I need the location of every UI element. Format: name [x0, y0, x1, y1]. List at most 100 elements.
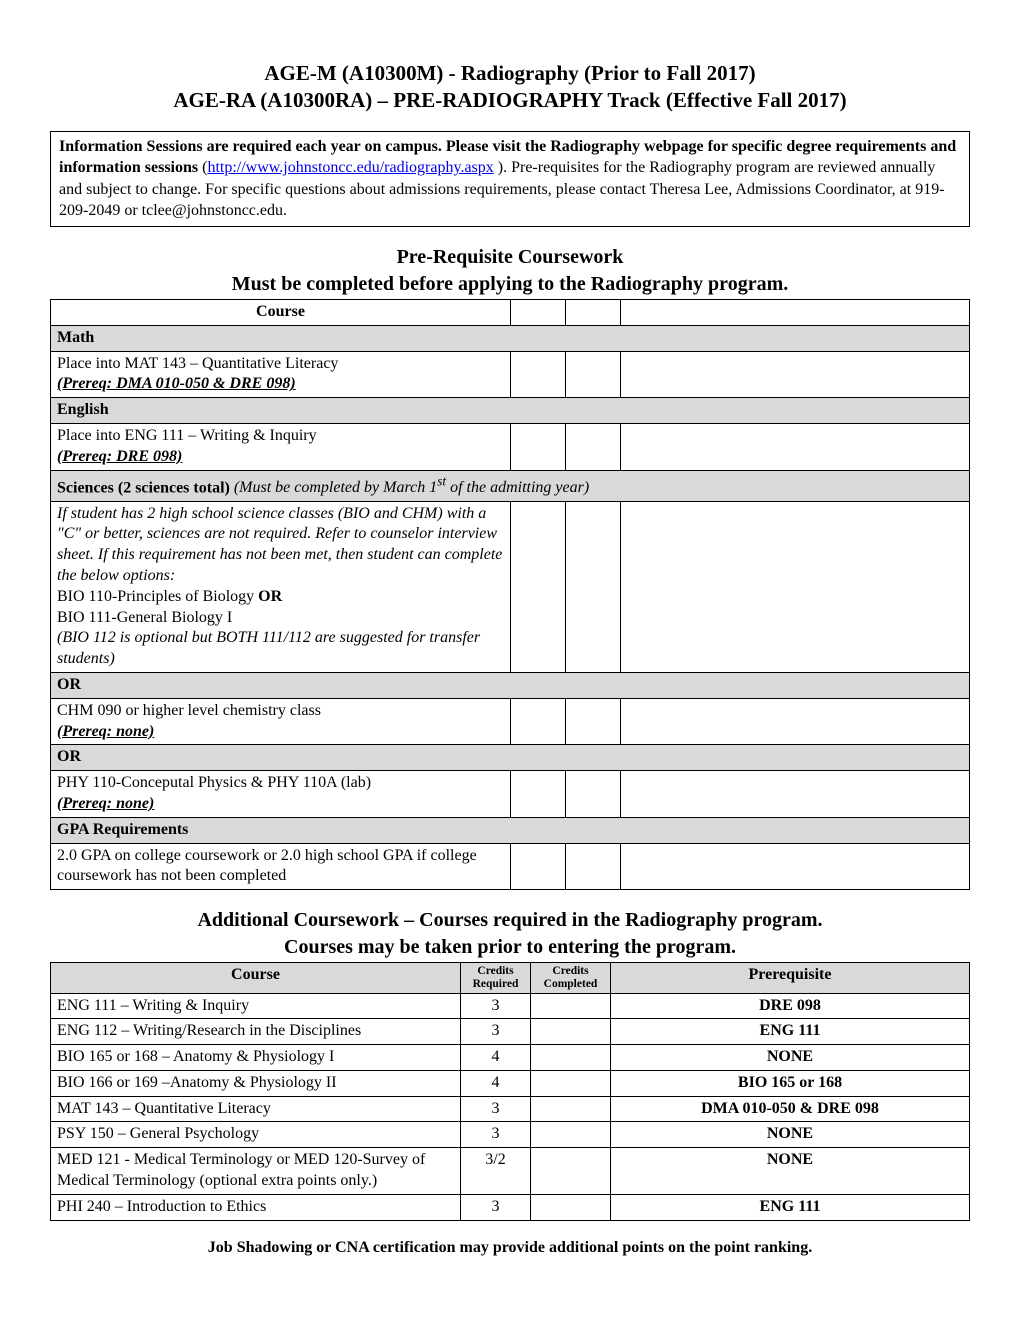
sciences-section-row: Sciences (2 sciences total) (Must be com… — [51, 470, 970, 501]
credits-required-cell: 4 — [461, 1070, 531, 1096]
additional-header-row: Course Credits Required Credits Complete… — [51, 963, 970, 993]
additional-heading-2: Courses may be taken prior to entering t… — [50, 935, 970, 960]
empty-cell — [511, 771, 566, 818]
phy-row: PHY 110-Conceputal Physics & PHY 110A (l… — [51, 771, 970, 818]
english-row: Place into ENG 111 – Writing & Inquiry (… — [51, 423, 970, 470]
header-empty-1 — [511, 299, 566, 325]
or-row-1: OR — [51, 673, 970, 699]
chm-cell: CHM 090 or higher level chemistry class … — [51, 698, 511, 745]
credits-required-cell: 3 — [461, 1194, 531, 1220]
h-credits-req: Credits Required — [461, 963, 531, 993]
empty-cell — [621, 351, 970, 398]
credits-required-cell: 3 — [461, 993, 531, 1019]
course-cell: ENG 111 – Writing & Inquiry — [51, 993, 461, 1019]
course-cell: MAT 143 – Quantitative Literacy — [51, 1096, 461, 1122]
empty-cell — [621, 501, 970, 672]
h-prereq: Prerequisite — [611, 963, 970, 993]
table-header-row: Course — [51, 299, 970, 325]
empty-cell — [511, 698, 566, 745]
prerequisite-cell: NONE — [611, 1045, 970, 1071]
gpa-cell: 2.0 GPA on college coursework or 2.0 hig… — [51, 843, 511, 890]
empty-cell — [511, 843, 566, 890]
course-cell: ENG 112 – Writing/Research in the Discip… — [51, 1019, 461, 1045]
title-block: AGE-M (A10300M) - Radiography (Prior to … — [50, 60, 970, 115]
phy-text: PHY 110-Conceputal Physics & PHY 110A (l… — [57, 774, 371, 791]
english-text: Place into ENG 111 – Writing & Inquiry — [57, 427, 317, 444]
table-row: MAT 143 – Quantitative Literacy3 DMA 010-… — [51, 1096, 970, 1122]
info-box: Information Sessions are required each y… — [50, 131, 970, 227]
sciences-label: Sciences (2 sciences total) — [57, 479, 230, 496]
sci-or-inline: OR — [258, 588, 282, 605]
credits-required-cell: 4 — [461, 1045, 531, 1071]
empty-cell — [621, 843, 970, 890]
empty-cell — [566, 423, 621, 470]
credits-required-cell: 3 — [461, 1122, 531, 1148]
prerequisite-cell: DMA 010-050 & DRE 098 — [611, 1096, 970, 1122]
prereq-heading-2: Must be completed before applying to the… — [50, 272, 970, 297]
credits-completed-cell — [531, 1148, 611, 1195]
sci-bio-note: (BIO 112 is optional but BOTH 111/112 ar… — [57, 629, 480, 667]
course-cell: PHI 240 – Introduction to Ethics — [51, 1194, 461, 1220]
header-empty-3 — [621, 299, 970, 325]
empty-cell — [566, 501, 621, 672]
prereq-table: Course Math Place into MAT 143 – Quantit… — [50, 299, 970, 890]
credits-required-cell: 3/2 — [461, 1148, 531, 1195]
title-line-2: AGE-RA (A10300RA) – PRE-RADIOGRAPHY Trac… — [50, 87, 970, 114]
empty-cell — [621, 771, 970, 818]
sci-bio110: BIO 110-Principles of Biology — [57, 588, 258, 605]
english-label: English — [51, 398, 970, 424]
credits-completed-cell — [531, 1122, 611, 1148]
header-course: Course — [51, 299, 511, 325]
math-section-row: Math — [51, 325, 970, 351]
h-course: Course — [51, 963, 461, 993]
english-prereq: (Prereq: DRE 098) — [57, 448, 182, 465]
or-row-2: OR — [51, 745, 970, 771]
empty-cell — [621, 698, 970, 745]
credits-completed-cell — [531, 993, 611, 1019]
gpa-label: GPA Requirements — [51, 817, 970, 843]
or-label-2: OR — [51, 745, 970, 771]
table-row: BIO 166 or 169 –Anatomy & Physiology II4… — [51, 1070, 970, 1096]
or-label-1: OR — [51, 673, 970, 699]
header-empty-2 — [566, 299, 621, 325]
empty-cell — [511, 501, 566, 672]
credits-required-cell: 3 — [461, 1096, 531, 1122]
sci-intro: If student has 2 high school science cla… — [57, 505, 502, 584]
credits-completed-cell — [531, 1019, 611, 1045]
info-paren-close: ). — [494, 159, 511, 176]
empty-cell — [566, 351, 621, 398]
title-line-1: AGE-M (A10300M) - Radiography (Prior to … — [50, 60, 970, 87]
prerequisite-cell: NONE — [611, 1122, 970, 1148]
h-credits-comp: Credits Completed — [531, 963, 611, 993]
math-prereq: (Prereq: DMA 010-050 & DRE 098) — [57, 375, 296, 392]
sci-bio111: BIO 111-General Biology I — [57, 609, 232, 626]
phy-prereq: (Prereq: none) — [57, 795, 154, 812]
prereq-heading-1: Pre-Requisite Coursework — [50, 245, 970, 270]
chm-row: CHM 090 or higher level chemistry class … — [51, 698, 970, 745]
credits-completed-cell — [531, 1096, 611, 1122]
info-link[interactable]: http://www.johnstoncc.edu/radiography.as… — [207, 159, 493, 176]
prerequisite-cell: NONE — [611, 1148, 970, 1195]
math-label: Math — [51, 325, 970, 351]
empty-cell — [566, 843, 621, 890]
chm-prereq: (Prereq: none) — [57, 723, 154, 740]
sciences-label-cell: Sciences (2 sciences total) (Must be com… — [51, 470, 970, 501]
sciences-intro-cell: If student has 2 high school science cla… — [51, 501, 511, 672]
footer-note: Job Shadowing or CNA certification may p… — [50, 1239, 970, 1257]
credits-completed-cell — [531, 1070, 611, 1096]
empty-cell — [511, 423, 566, 470]
empty-cell — [511, 351, 566, 398]
credits-completed-cell — [531, 1045, 611, 1071]
course-cell: PSY 150 – General Psychology — [51, 1122, 461, 1148]
credits-completed-cell — [531, 1194, 611, 1220]
prerequisite-cell: ENG 111 — [611, 1194, 970, 1220]
table-row: PSY 150 – General Psychology3 NONE — [51, 1122, 970, 1148]
course-cell: BIO 165 or 168 – Anatomy & Physiology I — [51, 1045, 461, 1071]
math-row: Place into MAT 143 – Quantitative Litera… — [51, 351, 970, 398]
english-cell: Place into ENG 111 – Writing & Inquiry (… — [51, 423, 511, 470]
additional-table: Course Credits Required Credits Complete… — [50, 962, 970, 1220]
table-row: MED 121 - Medical Terminology or MED 120… — [51, 1148, 970, 1195]
course-cell: MED 121 - Medical Terminology or MED 120… — [51, 1148, 461, 1195]
empty-cell — [566, 771, 621, 818]
gpa-section-row: GPA Requirements — [51, 817, 970, 843]
